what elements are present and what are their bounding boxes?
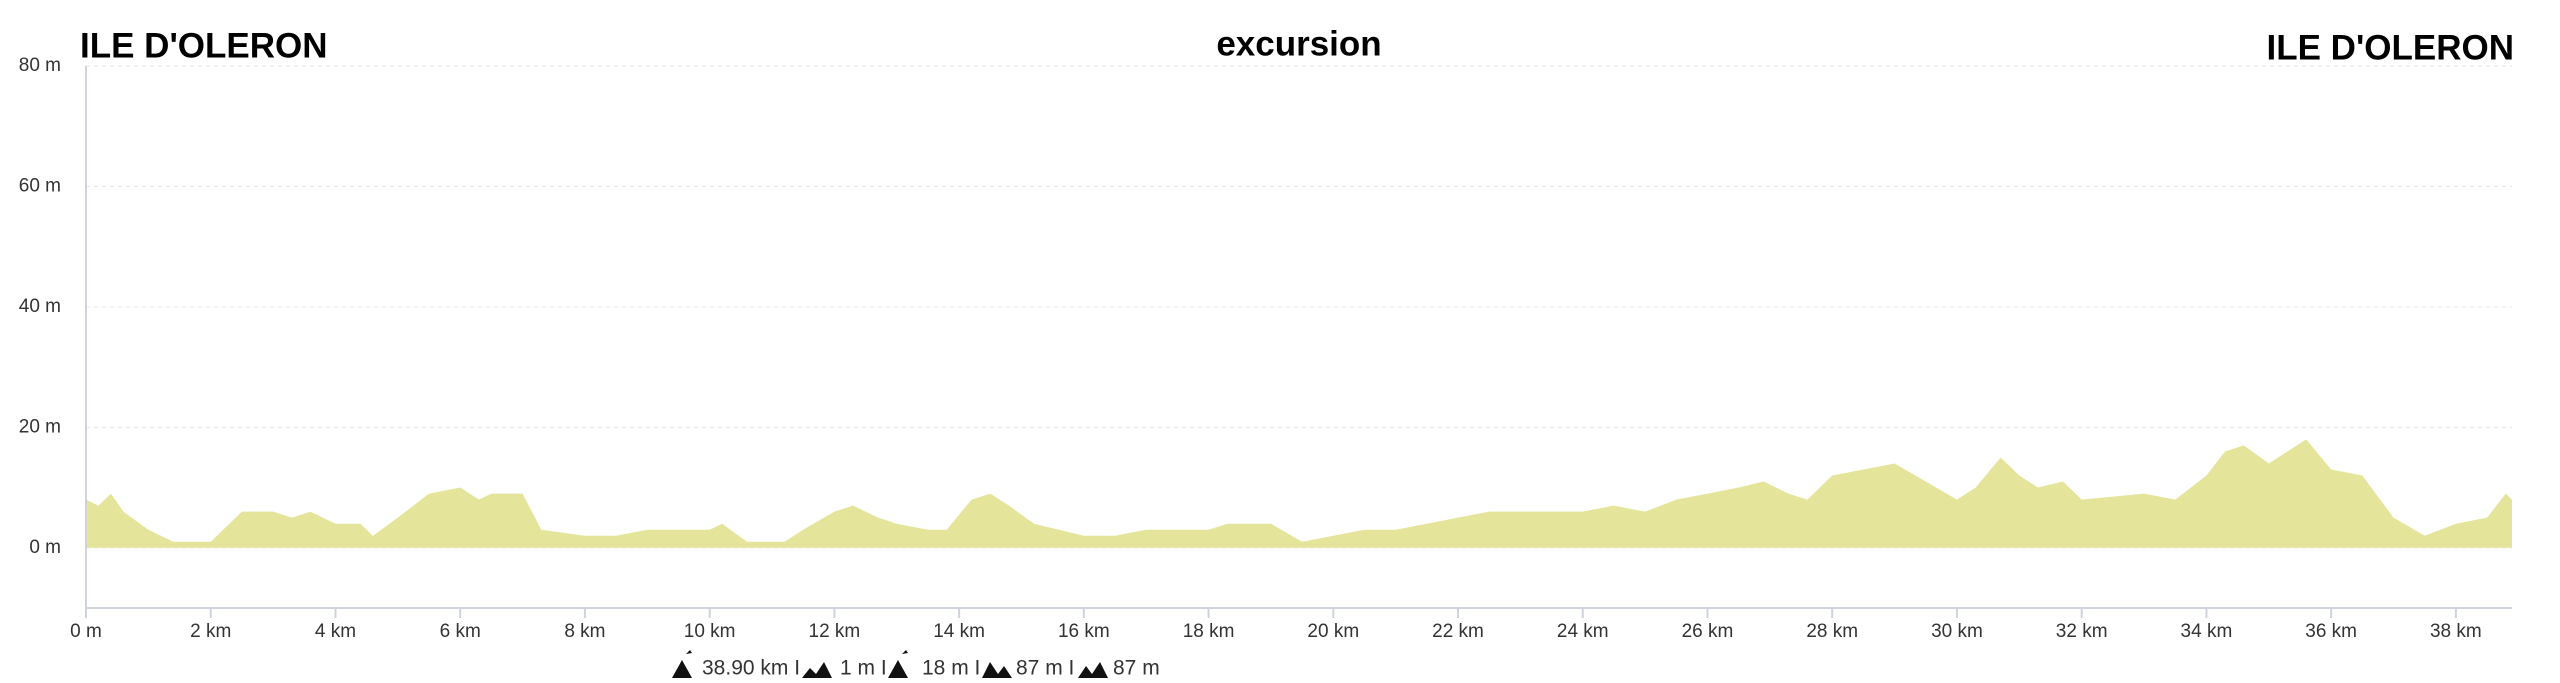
x-tick-label: 24 km	[1557, 621, 1609, 642]
x-tick-label: 38 km	[2430, 621, 2482, 642]
x-tick-label: 22 km	[1432, 621, 1484, 642]
stat: 38.90 km I	[702, 657, 800, 680]
x-tick-label: 14 km	[933, 621, 985, 642]
icon-min	[802, 662, 832, 678]
stat: 87 m	[1113, 657, 1160, 680]
y-tick-label: 20 m	[19, 416, 61, 437]
stat: 18 m I	[922, 657, 980, 680]
x-tick-label: 28 km	[1806, 621, 1858, 642]
icon-ascent	[982, 662, 1012, 678]
x-tick-label: 16 km	[1058, 621, 1110, 642]
stat: 1 m I	[840, 657, 887, 680]
start-label: ILE D'OLERON	[80, 26, 328, 65]
icon-max	[888, 650, 908, 678]
x-tick-label: 36 km	[2305, 621, 2357, 642]
x-tick-label: 18 km	[1183, 621, 1235, 642]
y-tick-label: 0 m	[29, 537, 61, 558]
end-label: ILE D'OLERON	[2267, 28, 2515, 67]
icon-distance	[672, 650, 692, 678]
chart-title: excursion	[1216, 24, 1381, 63]
stat: 87 m I	[1016, 657, 1074, 680]
x-tick-label: 12 km	[809, 621, 861, 642]
elevation-area	[86, 439, 2512, 548]
x-tick-label: 10 km	[684, 621, 736, 642]
x-tick-label: 6 km	[440, 621, 481, 642]
x-tick-label: 34 km	[2181, 621, 2233, 642]
x-tick-label: 30 km	[1931, 621, 1983, 642]
x-tick-label: 2 km	[190, 621, 231, 642]
icon-descent	[1078, 662, 1108, 678]
x-tick-label: 20 km	[1307, 621, 1359, 642]
y-tick-label: 80 m	[19, 55, 61, 76]
y-tick-label: 40 m	[19, 296, 61, 317]
y-tick-label: 60 m	[19, 175, 61, 196]
x-tick-label: 4 km	[315, 621, 356, 642]
x-tick-label: 0 m	[70, 621, 102, 642]
stat-icons	[672, 650, 1108, 678]
x-tick-label: 8 km	[564, 621, 605, 642]
x-tick-label: 26 km	[1682, 621, 1734, 642]
x-tick-label: 32 km	[2056, 621, 2108, 642]
